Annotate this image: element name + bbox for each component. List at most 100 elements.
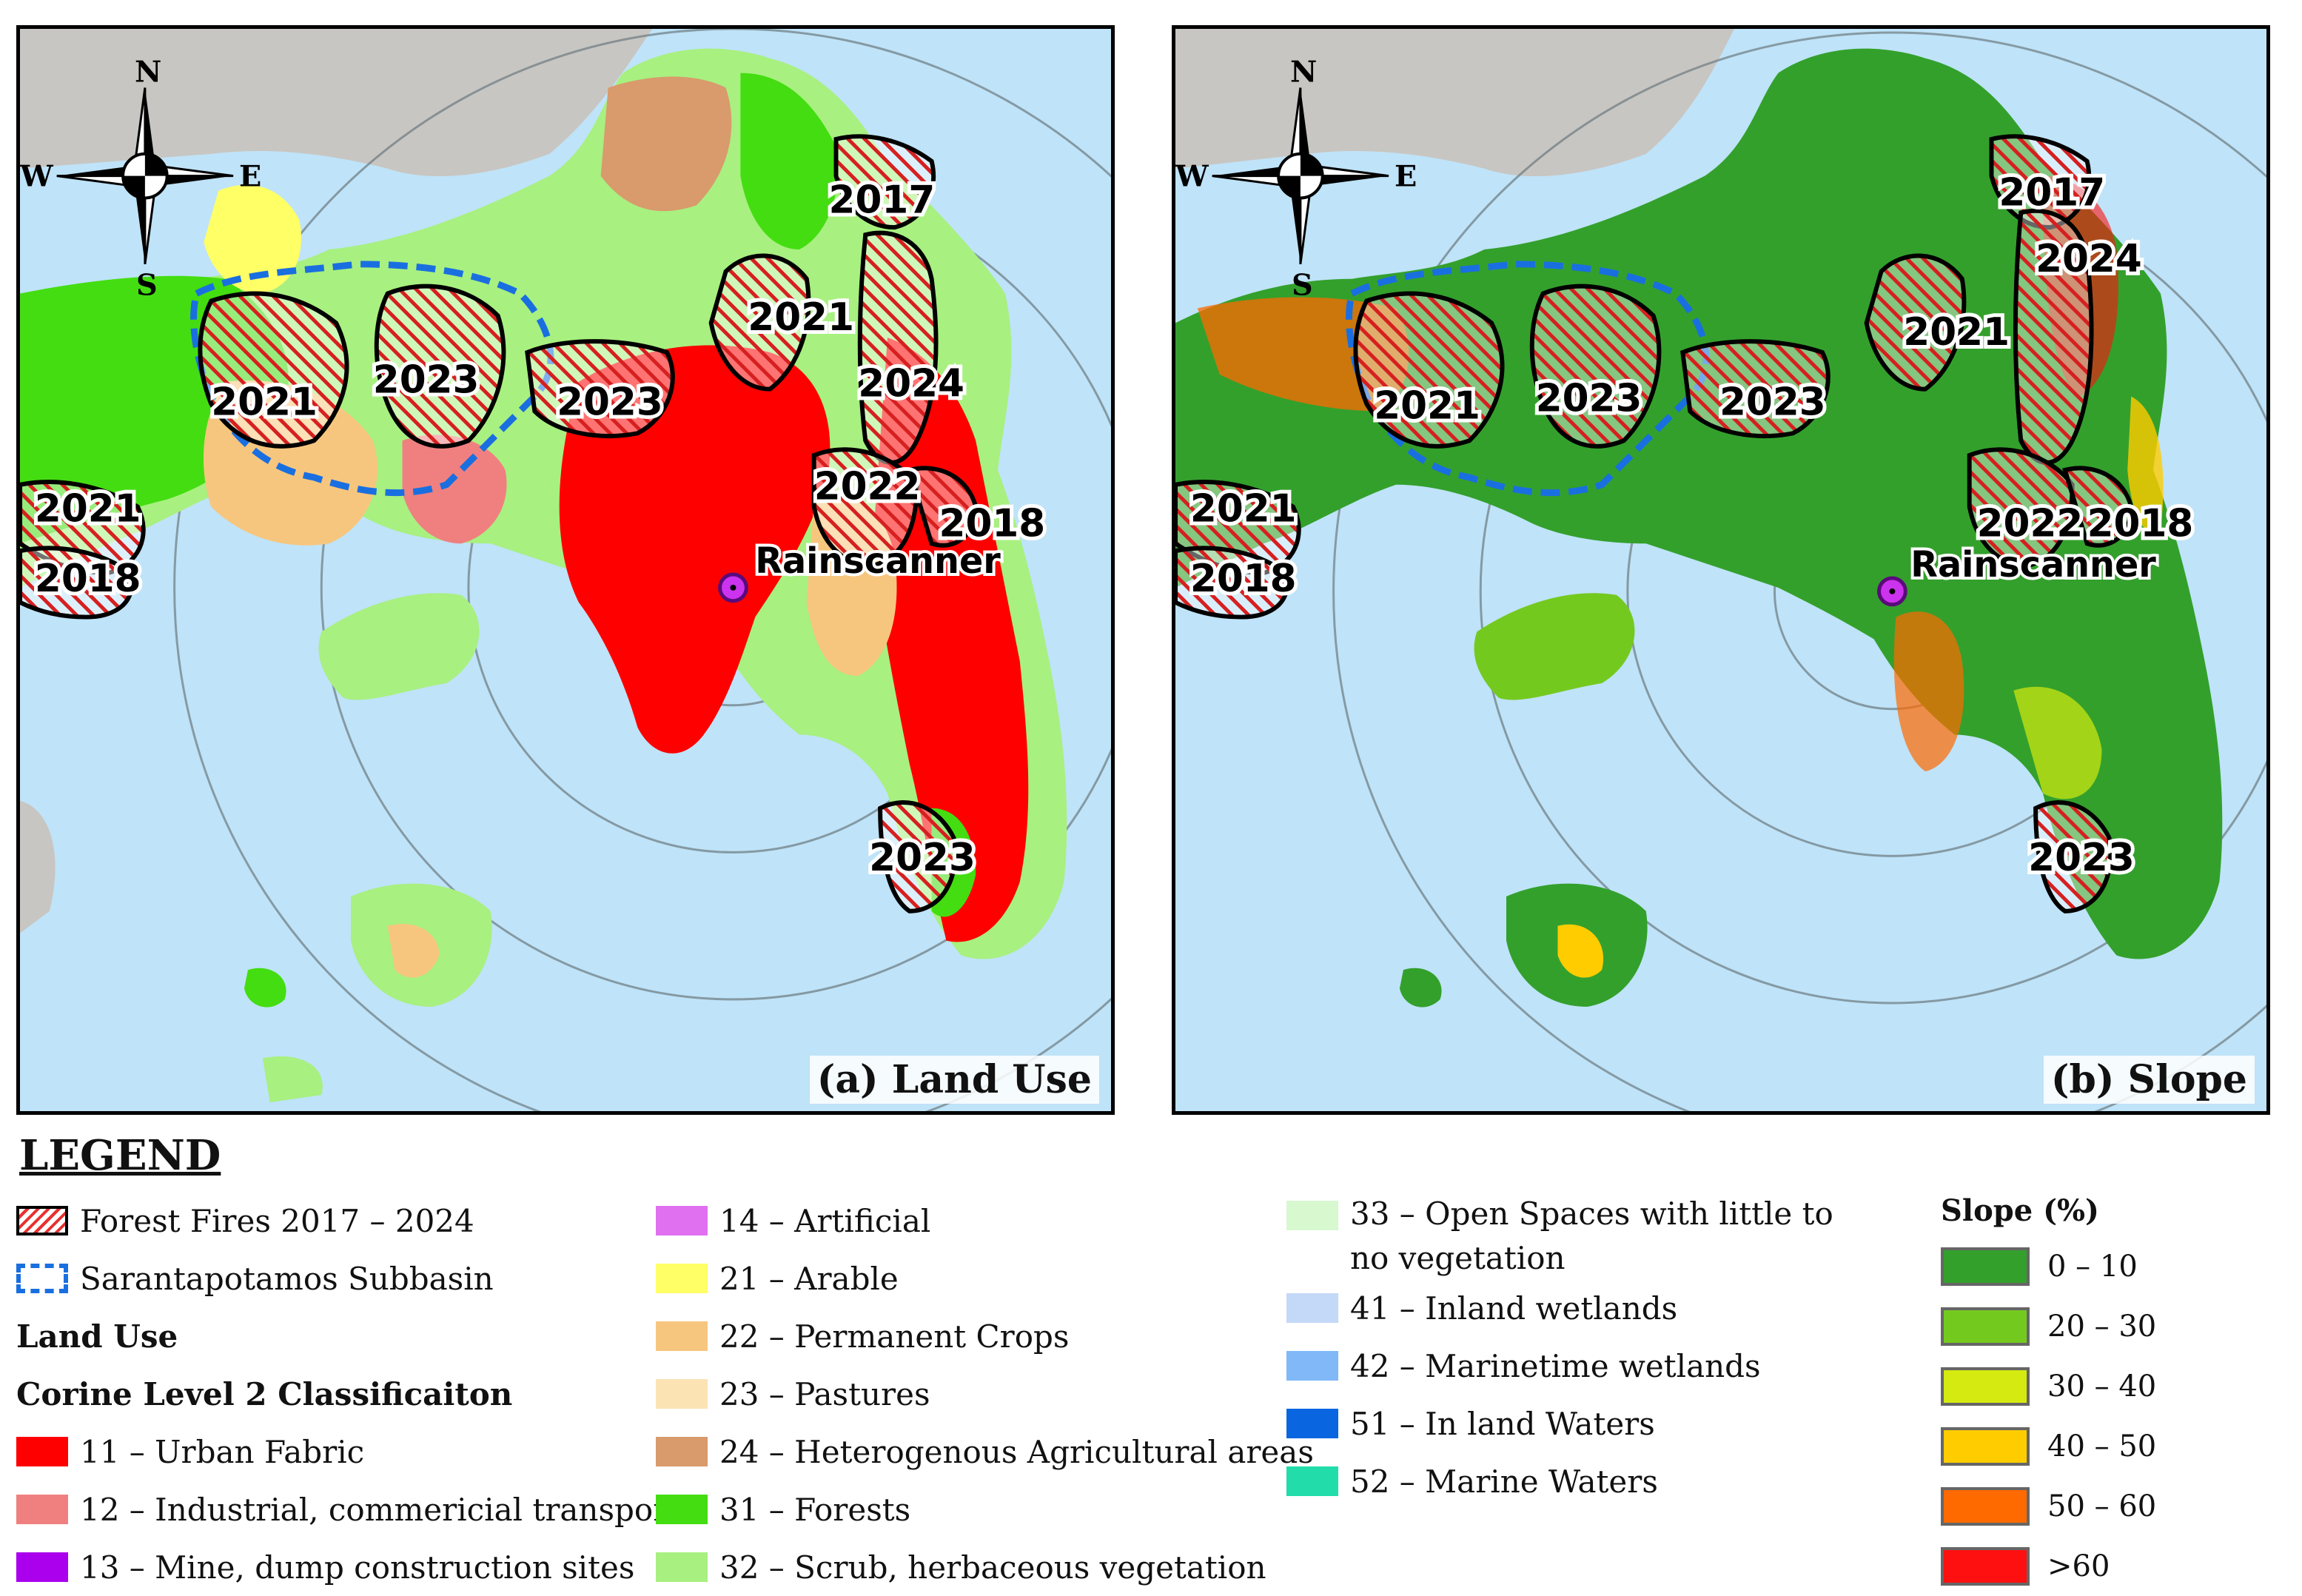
slope-swatch [1941,1247,2030,1286]
north-arrow-compass: N S E W [1175,56,1417,303]
class-swatch [656,1552,708,1582]
slope-map-panel: 2017 2024 2021 2021 2023 2023 2022 2018 … [1172,25,2270,1115]
arable-area [204,184,301,294]
class-swatch [656,1379,708,1409]
legend-column-1: Forest Fires 2017 – 2024 Sarantapotamos … [16,1192,680,1596]
legend-class: 24 – Heterogenous Agricultural areas [656,1423,1314,1481]
slope-legend-title: Slope (%) [1941,1193,2099,1228]
legend-class: 11 – Urban Fabric [16,1423,680,1481]
legend-class: 22 – Permanent Crops [656,1307,1314,1365]
slope-swatch [1941,1486,2030,1526]
class-swatch [16,1437,68,1466]
north-heterogenous-agri [600,76,732,212]
panel-b-label: (b) Slope [2043,1056,2255,1104]
class-swatch [656,1321,708,1351]
legend-class: 42 – Marinetime wetlands [1286,1337,1839,1395]
fire-label: 2024 [2036,237,2142,281]
fire-label: 2021 [211,380,318,424]
slope-class: 20 – 30 [1941,1296,2156,1356]
background-land-sw [20,800,56,933]
moderate-south [2013,686,2102,799]
class-swatch [656,1206,708,1235]
fire-label: 2018 [1190,557,1297,601]
legend-column-2: 14 – Artificial 21 – Arable 22 – Permane… [656,1192,1314,1596]
small-island-2 [262,1056,323,1103]
svg-text:S: S [1292,269,1313,303]
class-swatch [1286,1409,1338,1438]
legend-corine-heading: Corine Level 2 Classificaiton [16,1375,513,1412]
class-swatch [1286,1466,1338,1496]
class-swatch [656,1264,708,1293]
north-forest [740,73,839,249]
athens-urban-fabric [559,345,830,754]
legend-class: 51 – In land Waters [1286,1395,1839,1452]
forest-fire-polygons [1175,134,2134,913]
legend-class: 14 – Artificial [656,1192,1314,1250]
fire-label: 2018 [939,501,1046,546]
svg-text:N: N [135,56,161,90]
class-swatch [1286,1351,1338,1381]
svg-text:N: N [1290,56,1317,90]
fire-label: 2023 [1719,380,1826,424]
legend-class: 12 – Industrial, commericial transport [16,1481,680,1538]
panel-a-label: (a) Land Use [809,1056,1099,1104]
fire-label: 2021 [1903,310,2010,355]
fire-label: 2021 [748,295,854,340]
background-land [1175,29,1734,177]
steep-central [1893,611,1964,772]
class-swatch [1286,1293,1338,1323]
fire-label: 2022 [814,465,921,509]
slope-class: 40 – 50 [1941,1416,2156,1476]
small-island [244,968,286,1007]
background-land [20,29,653,177]
legend-class: 33 – Open Spaces with little to no veget… [1286,1192,1839,1279]
land-use-map: 2017 2021 2024 2021 2023 2023 2022 2018 … [20,29,1111,1111]
legend-title: LEGEND [19,1131,221,1180]
fire-label: 2018 [2087,501,2194,546]
fire-label: 2023 [373,358,480,403]
fire-label: 2018 [35,557,141,601]
legend-class: 31 – Forests [656,1481,1314,1538]
rainscanner-label: Rainscanner [1910,545,2156,586]
svg-text:S: S [136,269,158,303]
class-swatch [16,1552,68,1582]
slope-map: 2017 2024 2021 2021 2023 2023 2022 2018 … [1175,29,2266,1111]
moderate-east [2127,396,2164,533]
legend-class: 21 – Arable [656,1250,1314,1307]
slope-legend: Slope (%) 0 – 10 20 – 30 30 – 40 40 – 50… [1941,1184,2156,1596]
fire-label: 2023 [2028,836,2135,880]
slope-class: 50 – 60 [1941,1476,2156,1536]
land-use-map-panel: 2017 2021 2024 2021 2023 2023 2022 2018 … [16,25,1115,1115]
fire-label: 2017 [829,178,936,222]
legend-land-use-heading: Land Use [16,1318,178,1355]
dashed-swatch [16,1264,68,1293]
fire-label: 2017 [1999,170,2105,215]
forest-fire-polygons [20,134,979,913]
map-legend: LEGEND Forest Fires 2017 – 2024 Sarantap… [16,1125,2289,1586]
legend-class: 32 – Scrub, herbaceous vegetation [656,1538,1314,1596]
aegina-ridge [1557,924,1604,978]
slope-class: 0 – 10 [1941,1236,2156,1296]
salamina-island [1474,593,1635,700]
fire-label: 2021 [1374,383,1480,428]
slope-swatch [1941,1426,2030,1466]
legend-fires: Forest Fires 2017 – 2024 [16,1192,680,1250]
slope-swatch [1941,1307,2030,1346]
legend-column-3: 33 – Open Spaces with little to no veget… [1286,1192,1839,1510]
fire-label: 2024 [858,362,964,406]
salamina-island [318,593,480,700]
rainscanner-label: Rainscanner [755,541,1001,582]
svg-text:E: E [1395,160,1417,194]
class-swatch [1286,1201,1338,1230]
slope-swatch [1941,1367,2030,1406]
hatch-swatch [16,1206,68,1235]
aegina-urban [387,924,440,978]
legend-class: 13 – Mine, dump construction sites [16,1538,680,1596]
class-swatch [656,1495,708,1524]
slope-class: 30 – 40 [1941,1356,2156,1416]
legend-subbasin: Sarantapotamos Subbasin [16,1250,680,1307]
class-swatch [16,1495,68,1524]
fire-label: 2023 [557,380,663,424]
legend-class: 23 – Pastures [656,1365,1314,1423]
fire-label: 2021 [35,486,141,531]
